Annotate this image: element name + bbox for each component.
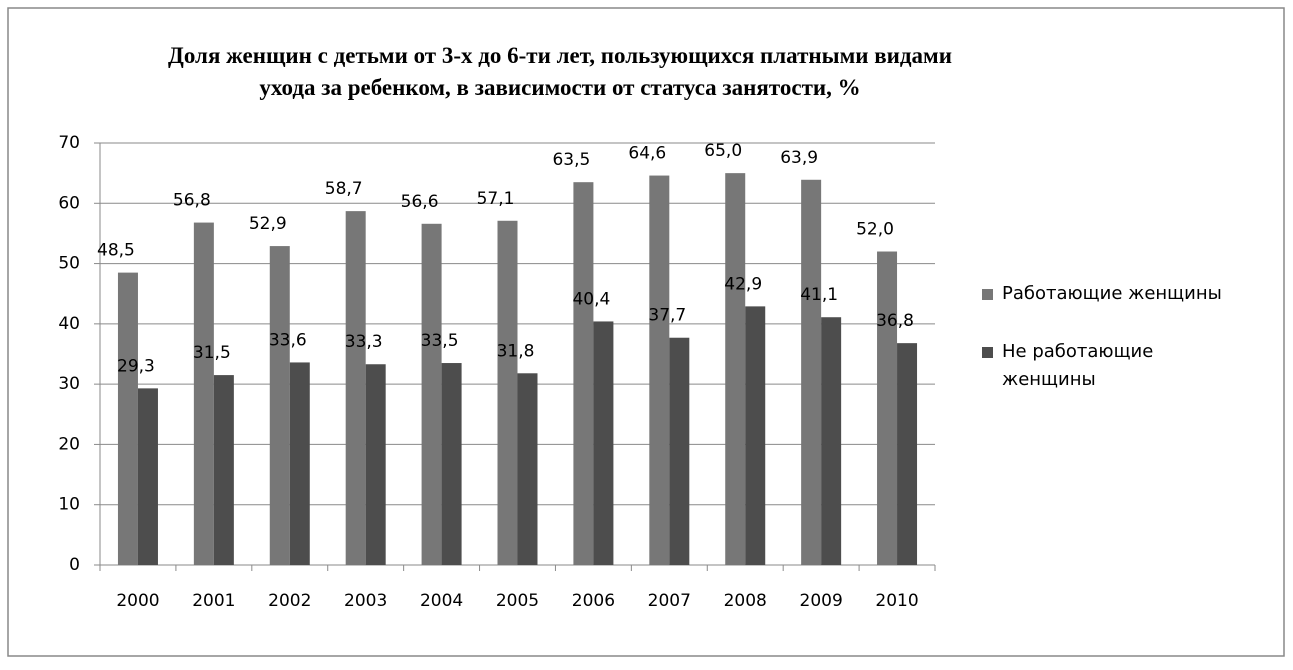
value-label: 40,4 (572, 289, 610, 309)
bar (365, 364, 386, 565)
bar (897, 343, 918, 565)
bar (821, 317, 842, 565)
value-label: 37,7 (648, 306, 686, 326)
value-label: 31,8 (497, 341, 535, 361)
y-tick-label: 10 (58, 495, 80, 515)
y-tick-label: 60 (58, 193, 80, 213)
y-tick-label: 50 (58, 254, 80, 274)
x-tick-label: 2007 (648, 591, 691, 611)
x-tick-label: 2005 (496, 591, 539, 611)
value-label: 63,5 (552, 150, 590, 170)
bar (289, 362, 310, 565)
value-label: 63,9 (780, 148, 818, 168)
value-label: 56,8 (173, 191, 211, 211)
value-label: 48,5 (97, 241, 135, 261)
bar (573, 182, 594, 565)
x-tick-label: 2003 (344, 591, 387, 611)
x-tick-label: 2009 (800, 591, 843, 611)
bar (649, 175, 670, 565)
bar (345, 211, 366, 565)
bar (669, 337, 690, 565)
value-label: 33,3 (345, 332, 383, 352)
x-tick-label: 2004 (420, 591, 463, 611)
value-label: 33,5 (421, 331, 459, 351)
y-tick-label: 0 (69, 555, 80, 575)
bar (137, 388, 158, 565)
bar (441, 363, 462, 565)
value-label: 52,9 (249, 214, 287, 234)
x-tick-label: 2006 (572, 591, 615, 611)
value-label: 33,6 (269, 330, 307, 350)
value-label: 56,6 (401, 192, 439, 212)
x-tick-label: 2002 (268, 591, 311, 611)
legend-swatch (982, 289, 993, 300)
value-label: 58,7 (325, 179, 363, 199)
bar (269, 246, 290, 566)
y-tick-label: 40 (58, 314, 80, 334)
x-tick-label: 2010 (875, 591, 918, 611)
value-label: 29,3 (117, 356, 155, 376)
y-tick-label: 30 (58, 374, 80, 394)
x-tick-label: 2008 (724, 591, 767, 611)
x-tick-label: 2001 (192, 591, 235, 611)
bar (497, 220, 518, 566)
value-label: 42,9 (724, 274, 762, 294)
value-label: 52,0 (856, 220, 894, 240)
value-label: 65,0 (704, 141, 742, 161)
bar (117, 272, 138, 565)
y-tick-label: 70 (58, 133, 80, 153)
bar (593, 321, 614, 565)
chart-border (7, 7, 1285, 657)
legend-swatch (982, 347, 993, 358)
bar (193, 222, 214, 565)
bar (801, 179, 822, 565)
x-tick-label: 2000 (116, 591, 159, 611)
value-label: 41,1 (800, 285, 838, 305)
bar (745, 306, 766, 565)
bar (421, 223, 442, 566)
bar (877, 251, 898, 565)
value-label: 57,1 (477, 189, 515, 209)
legend-label: Не работающие женщины (1002, 341, 1154, 390)
y-tick-label: 20 (58, 434, 80, 454)
bar (213, 375, 234, 565)
value-label: 31,5 (193, 343, 231, 363)
legend-label: Работающие женщины (1002, 283, 1222, 304)
bar (517, 373, 538, 565)
bar (725, 173, 746, 565)
value-label: 64,6 (628, 144, 666, 164)
chart-title: Доля женщин с детьми от 3-х до 6-ти лет,… (168, 43, 952, 100)
value-label: 36,8 (876, 311, 914, 331)
